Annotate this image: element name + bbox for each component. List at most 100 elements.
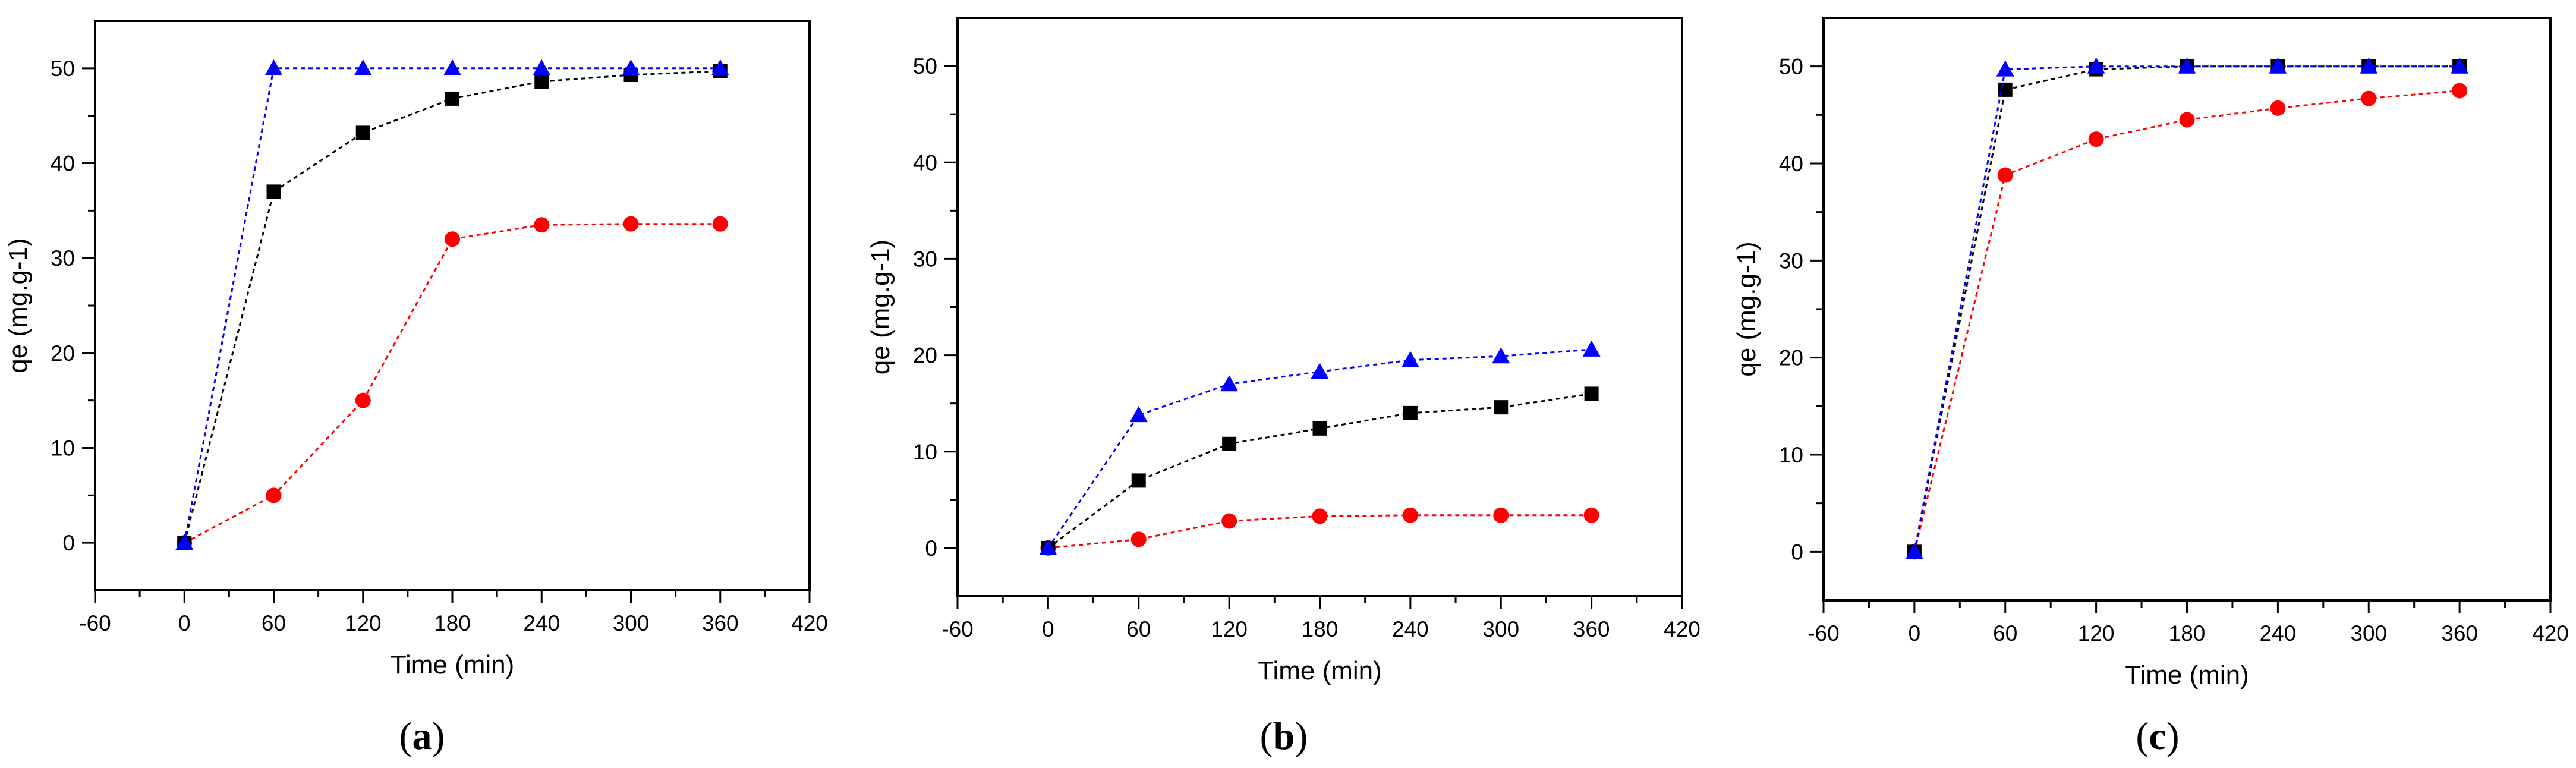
data-point-triangle [2087,57,2105,74]
x-tick-label: 0 [178,611,191,635]
y-tick-label: 10 [51,436,75,461]
data-point-triangle [354,59,372,75]
data-point-triangle [2178,57,2196,74]
data-point-triangle [1905,543,1923,559]
data-point-triangle [622,59,640,75]
y-axis-title: qe (mg.g-1) [4,238,33,373]
y-tick-label: 40 [913,150,937,175]
y-tick-label: 0 [1791,540,1803,564]
x-tick-label: 180 [434,611,471,635]
data-point-circle [2179,112,2195,128]
x-tick-label: 420 [2532,621,2569,646]
x-tick-label: 360 [702,611,739,635]
data-point-square [534,74,549,89]
y-tick-label: 10 [1779,443,1803,467]
data-point-triangle [443,59,461,75]
data-point-triangle [175,534,194,550]
x-tick-label: 240 [1392,617,1429,641]
y-tick-label: 30 [51,246,75,270]
data-point-triangle [264,59,283,75]
data-point-square [1584,386,1599,401]
x-axis-title: Time (min) [391,650,515,679]
data-point-square [266,184,281,199]
data-point-triangle [1996,60,2014,77]
x-tick-label: 60 [1126,617,1151,641]
x-tick-label: 60 [262,611,286,635]
data-point-square [1494,400,1509,415]
data-point-circle [1997,167,2013,183]
x-tick-label: 60 [1993,621,2017,646]
x-tick-label: 420 [791,611,828,635]
x-axis-title: Time (min) [1258,656,1382,685]
data-point-circle [1130,531,1147,547]
x-axis-title: Time (min) [2125,660,2249,690]
data-point-square [1222,436,1237,451]
data-point-square [445,91,459,106]
y-tick-label: 20 [913,344,937,368]
data-point-triangle [533,59,551,75]
y-axis-title: qe (mg.g-1) [1732,241,1761,376]
panel-caption: (b) [1260,715,1308,758]
x-tick-label: 0 [1042,617,1054,641]
data-point-circle [2088,131,2104,147]
x-tick-label: 120 [345,611,382,635]
data-point-circle [355,392,371,408]
series-line-series-blue-triangle [183,67,720,543]
plot-frame [94,20,811,591]
y-tick-label: 30 [913,247,937,271]
y-tick-label: 0 [925,536,937,561]
series-line-series-black-square [183,70,720,543]
x-tick-label: 300 [1482,617,1519,641]
data-point-triangle [1492,347,1510,364]
y-tick-label: 50 [1779,55,1803,79]
data-point-triangle [2269,57,2287,74]
chart-panel-c: -60 0 60 120 180 240 300 360 420 0 10 20 30 40 50 Time … [1732,17,2569,758]
y-tick-label: 30 [1779,248,1803,273]
y-tick-label: 40 [51,152,75,176]
chart-panel-a: -60 0 60 120 180 240 300 360 420 0 10 20 30 40 50 Time … [4,20,828,758]
data-point-triangle [711,59,729,75]
y-tick-label: 50 [913,54,937,78]
x-tick-label: 120 [2078,621,2115,646]
x-tick-label: 120 [1211,617,1248,641]
x-tick-label: 180 [1302,617,1339,641]
y-axis-title: qe (mg.g-1) [866,240,895,374]
chart-panel-b: -60 0 60 120 180 240 300 360 420 0 10 20 30 40 50 Time … [866,17,1700,758]
x-tick-label: 300 [613,611,650,635]
x-tick-label: 360 [1573,617,1610,641]
data-point-triangle [2451,57,2469,74]
data-point-circle [2270,100,2286,116]
series-line-series-black-square [1047,393,1592,549]
data-point-square [1131,473,1146,488]
y-tick-label: 0 [62,531,75,555]
data-point-square [355,125,370,140]
x-tick-label: 180 [2169,621,2206,646]
x-tick-label: 360 [2441,621,2478,646]
y-tick-label: 50 [51,56,75,81]
x-tick-label: -60 [941,617,973,641]
panel-caption: (a) [399,715,445,758]
data-point-circle [1402,507,1418,523]
x-tick-label: -60 [79,611,111,635]
y-tick-label: 20 [1779,346,1803,370]
data-point-square [1312,421,1327,436]
data-point-circle [623,216,639,232]
data-point-triangle [1401,351,1419,367]
data-point-square [1403,405,1418,420]
data-point-circle [1221,513,1237,529]
panel-caption: (c) [2136,715,2179,758]
series-line-series-red-circle [184,223,720,544]
data-point-circle [2452,83,2468,99]
data-point-circle [712,216,728,232]
data-point-circle [1312,508,1328,524]
data-point-circle [1493,507,1509,523]
data-point-triangle [1129,406,1148,423]
data-point-triangle [1220,375,1239,392]
x-tick-label: 240 [523,611,560,635]
series-line-series-black-square [1913,65,2460,552]
data-point-circle [534,217,550,233]
data-point-triangle [1582,340,1601,357]
data-point-circle [1583,507,1599,523]
x-tick-label: -60 [1807,621,1839,646]
